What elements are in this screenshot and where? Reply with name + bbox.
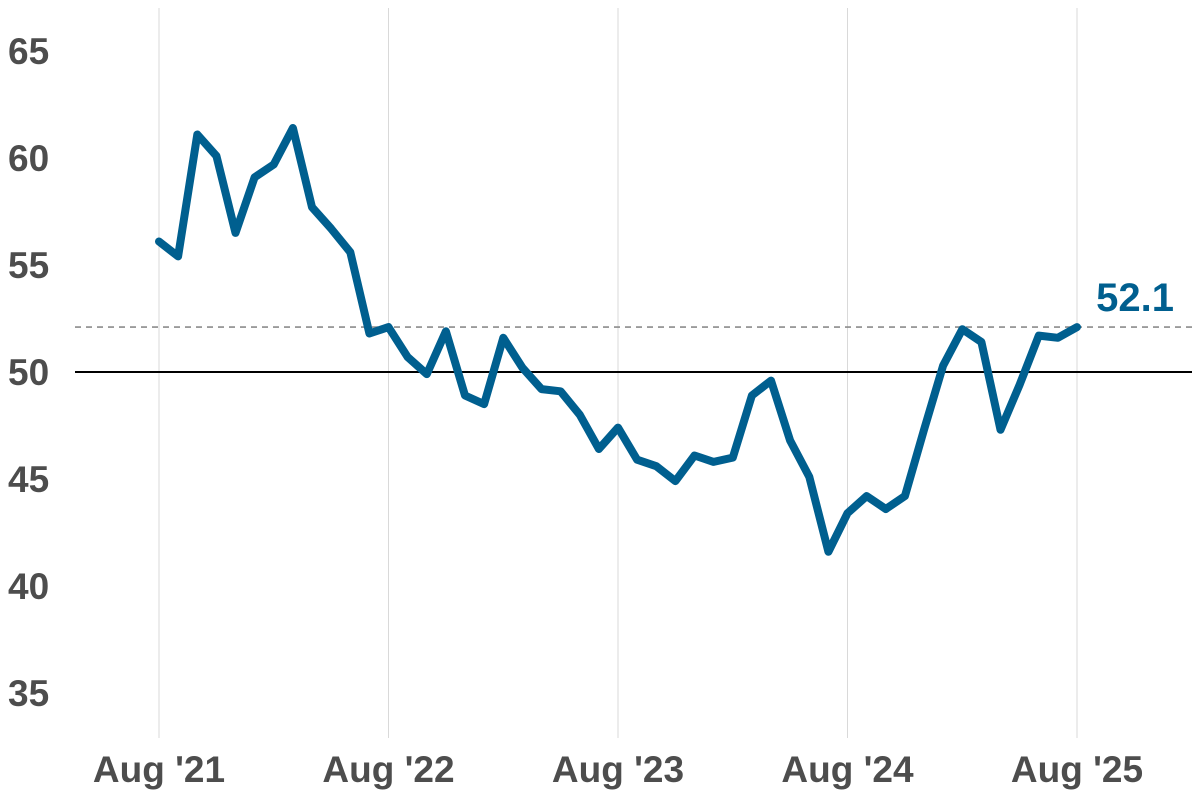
data-point [1016, 381, 1024, 389]
data-point [939, 362, 947, 370]
data-point [289, 124, 297, 132]
data-point [385, 323, 393, 331]
y-tick-label: 35 [8, 673, 49, 714]
data-point [748, 392, 756, 400]
series-layer [155, 124, 1081, 556]
data-point [576, 411, 584, 419]
x-tick-label: Aug '23 [552, 749, 684, 790]
data-point [308, 203, 316, 211]
data-point [633, 456, 641, 464]
data-point [423, 370, 431, 378]
data-point [671, 477, 679, 485]
data-point [155, 238, 163, 246]
data-point [863, 492, 871, 500]
y-tick-label: 40 [8, 566, 49, 607]
data-point [997, 426, 1005, 434]
data-point [824, 548, 832, 556]
data-point [232, 229, 240, 237]
x-tick-label: Aug '25 [1011, 749, 1143, 790]
data-point [365, 330, 373, 338]
data-point [729, 454, 737, 462]
data-point [710, 458, 718, 466]
x-tick-label: Aug '22 [322, 749, 454, 790]
data-point [270, 160, 278, 168]
data-point [461, 392, 469, 400]
data-point [499, 334, 507, 342]
data-point [1054, 334, 1062, 342]
y-tick-label: 45 [8, 459, 49, 500]
reference-lines [75, 326, 1192, 373]
data-point [442, 327, 450, 335]
data-point [327, 225, 335, 233]
data-point [1035, 332, 1043, 340]
data-point [251, 173, 259, 181]
data-point [557, 387, 565, 395]
y-tick-label: 60 [8, 138, 49, 179]
data-point [901, 492, 909, 500]
data-point [786, 437, 794, 445]
y-tick-label: 50 [8, 352, 49, 393]
y-axis-ticks: 35 40 45 50 55 60 65 [8, 31, 49, 714]
data-point [538, 385, 546, 393]
data-point [518, 364, 526, 372]
data-point [614, 424, 622, 432]
data-point [882, 505, 890, 513]
x-tick-label: Aug '24 [781, 749, 914, 790]
data-point [404, 353, 412, 361]
data-point [174, 252, 182, 260]
data-point [920, 426, 928, 434]
data-point [977, 338, 985, 346]
data-point [595, 445, 603, 453]
data-point [958, 325, 966, 333]
data-point [1073, 323, 1081, 331]
y-tick-label: 55 [8, 245, 49, 286]
data-point [212, 152, 220, 160]
data-point [844, 509, 852, 517]
data-point [346, 248, 354, 256]
data-point [193, 131, 201, 139]
data-point [691, 452, 699, 460]
latest-value-label: 52.1 [1096, 276, 1174, 320]
data-point [652, 462, 660, 470]
x-axis-ticks: Aug '21 Aug '22 Aug '23 Aug '24 Aug '25 [93, 749, 1143, 790]
data-point [480, 400, 488, 408]
series-line [155, 124, 1081, 556]
data-point [767, 377, 775, 385]
y-tick-label: 65 [8, 31, 49, 72]
data-point [805, 473, 813, 481]
x-tick-label: Aug '21 [93, 749, 225, 790]
